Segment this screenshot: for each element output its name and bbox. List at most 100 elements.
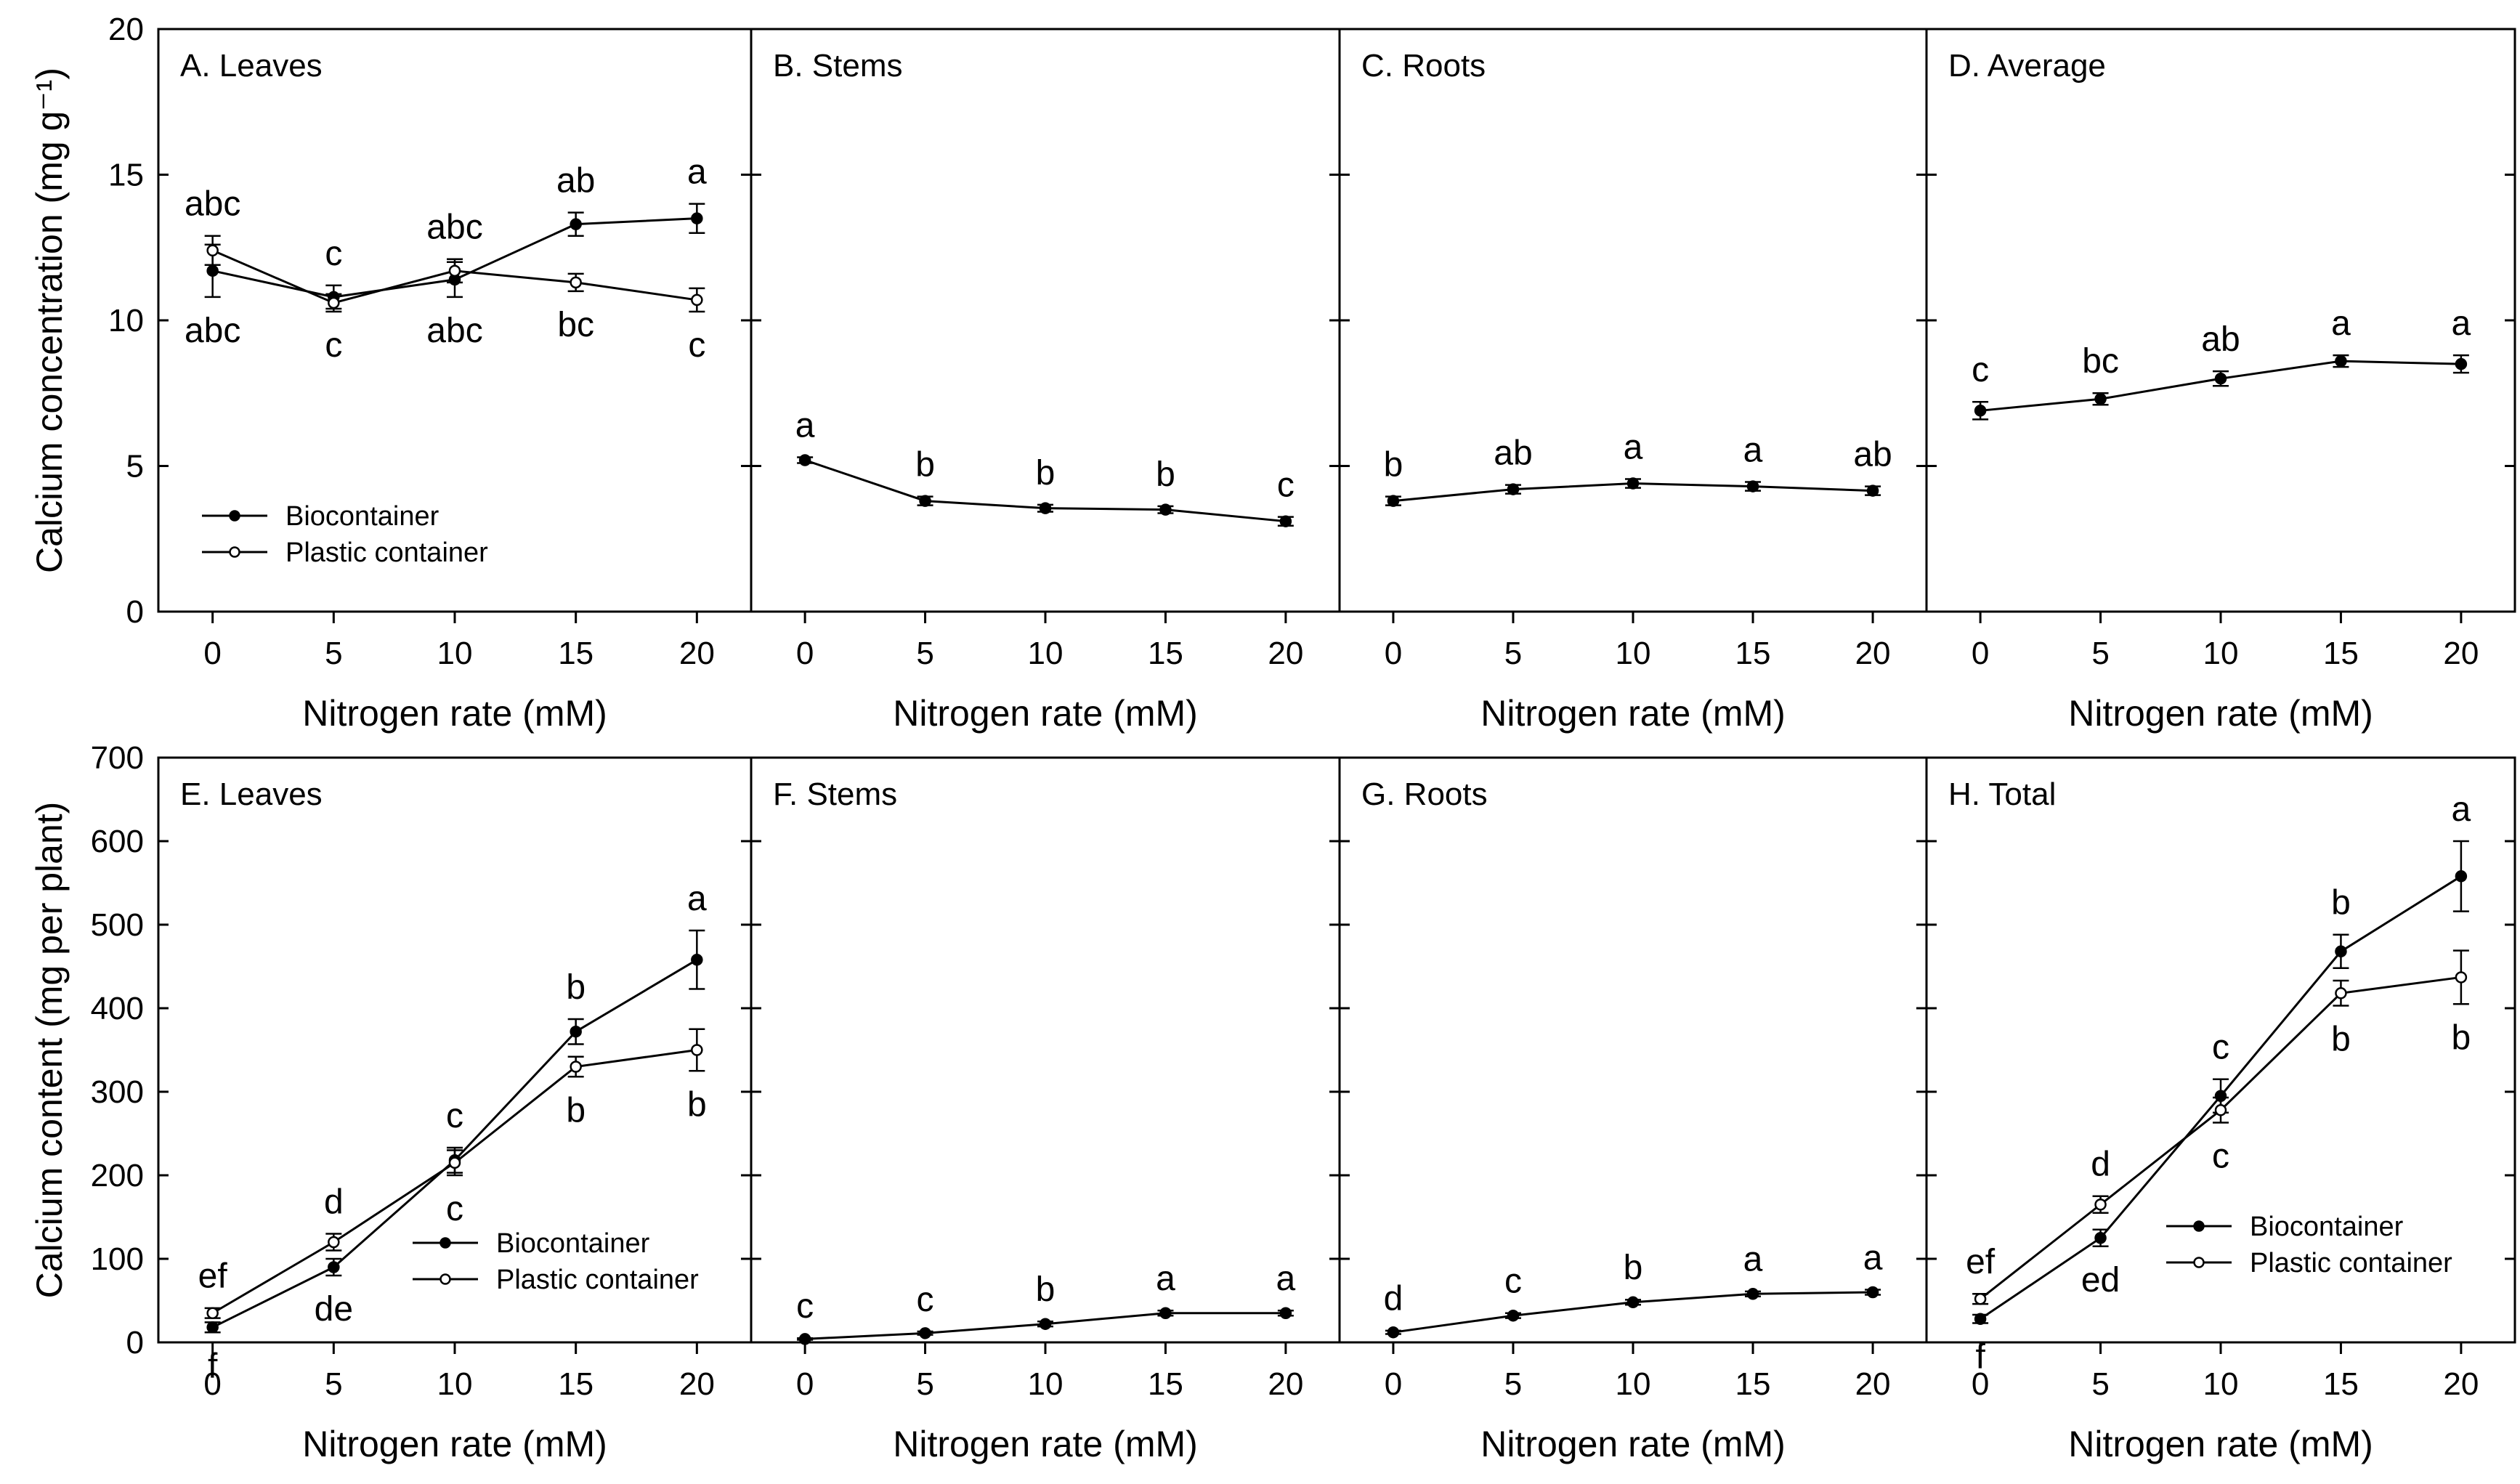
x-tick-label: 20 bbox=[1268, 636, 1303, 671]
significance-label: bc bbox=[557, 306, 594, 344]
y-tick-label: 0 bbox=[126, 1325, 144, 1361]
panel-E: 0 100 200 300 400 500 600 700 0 5 10 15 20 Nitrogen r… bbox=[29, 740, 753, 1464]
significance-label: a bbox=[1743, 431, 1763, 469]
legend-label: Biocontainer bbox=[496, 1228, 650, 1259]
data-point-filled bbox=[1507, 483, 1520, 495]
significance-label: bc bbox=[2082, 342, 2119, 381]
significance-label: a bbox=[687, 880, 707, 918]
significance-label: abc bbox=[426, 208, 482, 247]
data-point-filled bbox=[919, 495, 931, 507]
x-tick-label: 0 bbox=[796, 1366, 814, 1402]
y-tick-label: 500 bbox=[91, 907, 144, 943]
data-point-filled bbox=[798, 1333, 811, 1345]
significance-label: a bbox=[1276, 1260, 1296, 1298]
significance-label: c bbox=[917, 1281, 934, 1319]
x-tick-label: 5 bbox=[325, 1366, 342, 1402]
significance-label: a bbox=[1624, 428, 1643, 466]
significance-label: a bbox=[687, 153, 707, 192]
x-tick-label: 20 bbox=[679, 636, 715, 671]
x-tick-label: 10 bbox=[1028, 1366, 1063, 1402]
y-axis-title: Calcium content (mg per plant) bbox=[29, 802, 70, 1299]
legend-label: Plastic container bbox=[2250, 1248, 2452, 1278]
data-point-filled bbox=[2094, 1232, 2107, 1244]
significance-label: c bbox=[2212, 1138, 2229, 1176]
legend-marker-open bbox=[2193, 1257, 2205, 1268]
legend-marker-filled bbox=[439, 1237, 451, 1249]
significance-label: b bbox=[1036, 454, 1056, 492]
significance-label: abc bbox=[426, 312, 482, 350]
legend-label: Biocontainer bbox=[285, 501, 439, 532]
data-point-filled bbox=[1279, 1307, 1292, 1319]
significance-label: b bbox=[1036, 1270, 1056, 1309]
data-point-filled bbox=[2455, 357, 2468, 370]
significance-label: c bbox=[325, 326, 342, 365]
y-tick-label: 100 bbox=[91, 1241, 144, 1277]
data-point-filled bbox=[1039, 1318, 1052, 1330]
significance-label: a bbox=[2452, 304, 2471, 343]
panel-frame bbox=[750, 756, 1341, 1344]
significance-label: c bbox=[688, 326, 705, 365]
significance-label: ab bbox=[1494, 434, 1532, 472]
x-tick-label: 10 bbox=[1616, 1366, 1651, 1402]
significance-label: b bbox=[687, 1085, 707, 1124]
data-point-filled bbox=[1746, 480, 1759, 492]
panel-H: 0 5 10 15 20 Nitrogen rate (mM) H. Total f ed c b a… bbox=[1925, 756, 2516, 1464]
y-tick-label: 400 bbox=[91, 991, 144, 1026]
data-point-filled bbox=[691, 212, 703, 224]
data-point-open bbox=[570, 1061, 582, 1073]
x-tick-label: 10 bbox=[1028, 636, 1063, 671]
data-point-filled bbox=[1866, 1286, 1879, 1299]
data-point-open bbox=[1974, 1292, 1987, 1305]
y-tick-label: 200 bbox=[91, 1158, 144, 1193]
data-point-filled bbox=[206, 1321, 219, 1334]
panel-C: 0 5 10 15 20 Nitrogen rate (mM) C. Roots b ab a a a… bbox=[1338, 28, 1928, 734]
significance-label: a bbox=[2452, 790, 2471, 829]
y-tick-label: 0 bbox=[126, 594, 144, 630]
x-tick-label: 10 bbox=[1616, 636, 1651, 671]
x-axis-title: Nitrogen rate (mM) bbox=[2068, 1424, 2373, 1464]
significance-label: b bbox=[2452, 1018, 2471, 1057]
data-point-filled bbox=[798, 454, 811, 466]
panel-B: 0 5 10 15 20 Nitrogen rate (mM) B. Stems a b b b c bbox=[750, 28, 1341, 734]
significance-label: c bbox=[1504, 1262, 1522, 1301]
data-point-open bbox=[448, 1156, 461, 1169]
significance-label: ed bbox=[2081, 1261, 2120, 1299]
legend-label: Biocontainer bbox=[2250, 1212, 2404, 1242]
data-point-filled bbox=[1626, 477, 1640, 490]
significance-label: b bbox=[2331, 884, 2351, 923]
data-point-filled bbox=[2335, 945, 2347, 958]
x-tick-label: 20 bbox=[2443, 636, 2479, 671]
data-point-filled bbox=[1974, 405, 1987, 417]
panel-frame bbox=[157, 756, 753, 1344]
significance-label: b bbox=[1156, 455, 1175, 494]
data-point-open bbox=[691, 1044, 703, 1056]
significance-label: ab bbox=[2201, 320, 2240, 359]
y-tick-label: 700 bbox=[91, 740, 144, 776]
significance-label: c bbox=[2212, 1029, 2229, 1067]
data-point-filled bbox=[1159, 503, 1172, 516]
panel-title: D. Average bbox=[1948, 48, 2106, 84]
data-point-open bbox=[328, 296, 340, 309]
data-point-filled bbox=[1159, 1307, 1172, 1319]
x-tick-label: 10 bbox=[2203, 1366, 2239, 1402]
data-point-filled bbox=[1387, 495, 1400, 507]
data-point-open bbox=[206, 244, 219, 257]
data-point-filled bbox=[2214, 372, 2227, 385]
y-tick-label: 300 bbox=[91, 1074, 144, 1110]
data-point-filled bbox=[1507, 1309, 1520, 1322]
significance-label: c bbox=[325, 235, 342, 273]
significance-label: a bbox=[795, 406, 815, 445]
x-tick-label: 0 bbox=[203, 636, 221, 671]
significance-label: b bbox=[566, 968, 586, 1007]
data-point-filled bbox=[2455, 870, 2468, 883]
data-point-open bbox=[206, 1307, 219, 1319]
x-axis-title: Nitrogen rate (mM) bbox=[302, 1424, 607, 1464]
data-point-filled bbox=[919, 1327, 931, 1339]
significance-label: c bbox=[1277, 466, 1295, 505]
panel-A: 0 5 10 15 20 0 5 10 15 20 Nitrogen rate (mM) Calciu… bbox=[29, 12, 753, 734]
legend-label: Plastic container bbox=[285, 538, 488, 568]
significance-label: d bbox=[1384, 1280, 1403, 1318]
y-tick-label: 5 bbox=[126, 449, 144, 484]
data-point-open bbox=[2094, 1199, 2107, 1211]
